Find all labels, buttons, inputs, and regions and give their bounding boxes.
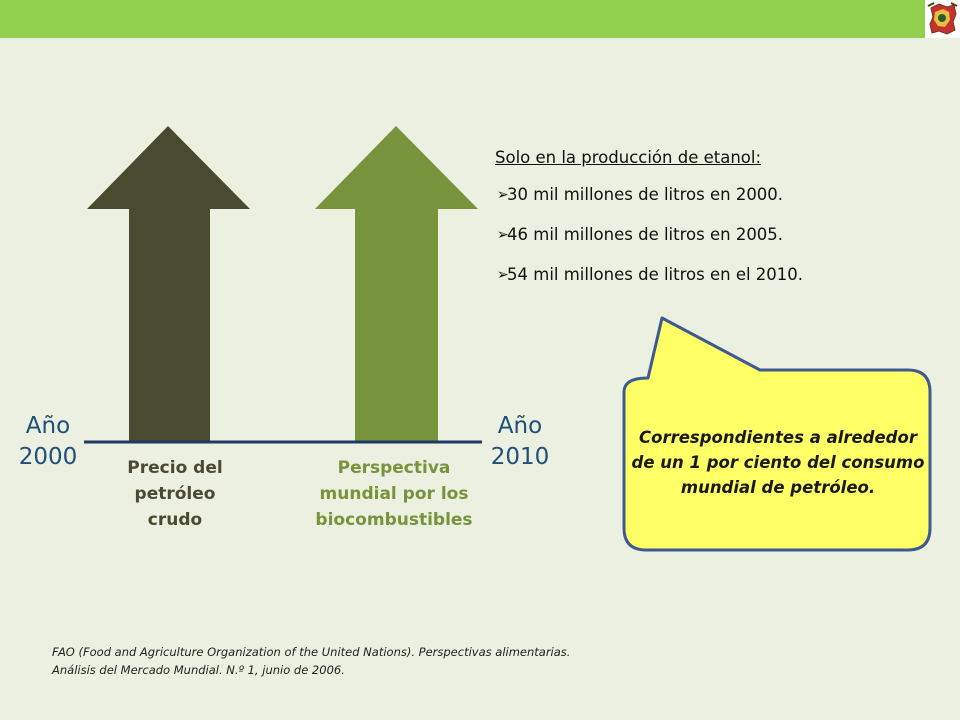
arrow-bullet-icon: ➢: [497, 187, 509, 203]
fact-item: ➢ 46 mil millones de litros en 2005.: [495, 225, 935, 244]
ethanol-facts: Solo en la producción de etanol: ➢ 30 mi…: [495, 148, 935, 305]
oil-price-arrow: [87, 126, 250, 442]
fact-item: ➢ 54 mil millones de litros en el 2010.: [495, 265, 935, 284]
fact-text: 30 mil millones de litros en 2000.: [507, 185, 784, 204]
start-year-label: Año 2000: [18, 413, 78, 470]
arrow-bullet-icon: ➢: [497, 227, 509, 243]
source-line-2: Análisis del Mercado Mundial. N.º 1, jun…: [52, 663, 345, 677]
biofuel-outlook-label: Perspectiva mundial por los biocombustib…: [315, 458, 473, 530]
arrow-bullet-icon: ➢: [497, 267, 509, 283]
coat-of-arms-logo: [925, 0, 960, 38]
facts-heading: Solo en la producción de etanol:: [495, 148, 762, 167]
callout-text-content: Correspondientes a alrededor de un 1 por…: [631, 427, 925, 497]
source-citation: FAO (Food and Agriculture Organization o…: [52, 643, 752, 679]
oil-price-label: Precio del petróleo crudo: [127, 458, 223, 530]
fact-item: ➢ 30 mil millones de litros en 2000.: [495, 185, 935, 204]
callout-text: Correspondientes a alrededor de un 1 por…: [628, 380, 928, 544]
callout-bubble: [622, 316, 932, 552]
biofuel-outlook-arrow: [315, 126, 478, 442]
top-bar: [0, 0, 925, 38]
fact-text: 46 mil millones de litros en 2005.: [507, 225, 784, 244]
end-year-label: Año 2010: [490, 413, 550, 470]
fact-text: 54 mil millones de litros en el 2010.: [507, 265, 804, 284]
source-line-1: FAO (Food and Agriculture Organization o…: [52, 645, 571, 659]
